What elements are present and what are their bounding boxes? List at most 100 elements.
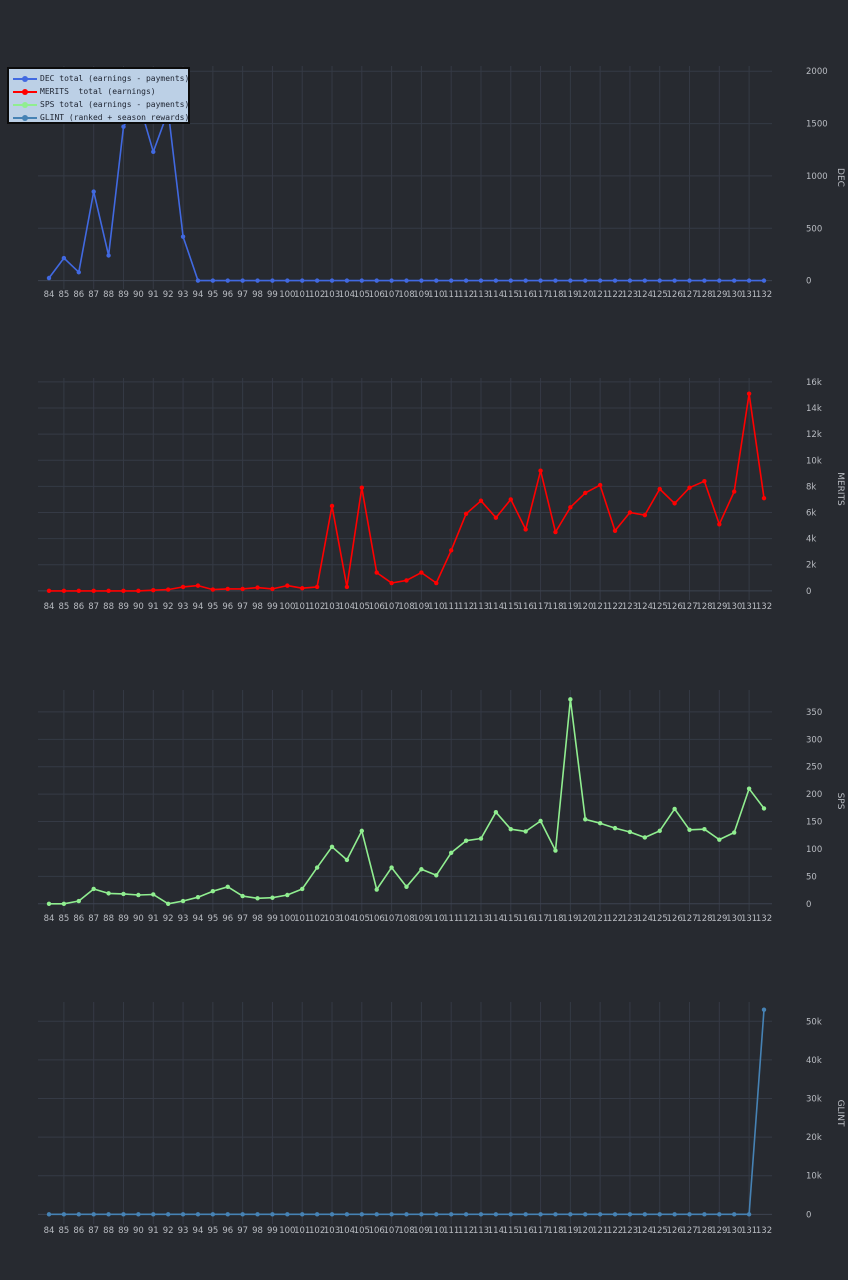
data-point — [448, 548, 454, 553]
x-tick-label: 94 — [193, 914, 204, 924]
x-tick-label: 89 — [118, 602, 129, 612]
x-tick-label: 102 — [309, 602, 325, 612]
x-tick-label: 108 — [398, 914, 414, 924]
data-point — [195, 278, 201, 283]
x-tick-label: 128 — [696, 914, 712, 924]
data-point — [761, 278, 767, 283]
x-tick-label: 102 — [309, 914, 325, 924]
data-point — [359, 1212, 365, 1217]
legend-item-glint[interactable]: GLINT (ranked + season rewards) — [13, 111, 189, 124]
data-point — [657, 278, 662, 283]
x-tick-label: 125 — [652, 602, 668, 612]
y-tick-label: 40k — [806, 1056, 822, 1066]
data-point — [255, 278, 260, 283]
data-point — [151, 892, 156, 897]
data-point — [106, 253, 111, 258]
x-tick-label: 132 — [756, 914, 772, 924]
data-point — [746, 391, 752, 396]
data-point — [329, 278, 335, 283]
y-tick-label: 10k — [806, 1172, 822, 1182]
data-point — [627, 510, 633, 515]
x-tick-label: 97 — [237, 1226, 248, 1236]
x-tick-label: 93 — [178, 290, 189, 300]
data-point — [642, 835, 648, 840]
data-point — [448, 1212, 454, 1217]
x-tick-label: 107 — [383, 602, 399, 612]
x-tick-label: 101 — [294, 602, 310, 612]
x-tick-label: 100 — [279, 290, 295, 300]
data-point — [597, 278, 603, 283]
x-tick-label: 113 — [473, 914, 489, 924]
chart-panel-dec: 0 500 1000 1500 2000 DEC 84 85 86 87 88 89 90 91 92 93 9… — [38, 66, 845, 300]
x-tick-label: 89 — [118, 290, 129, 300]
legend-item-merits[interactable]: MERITS total (earnings) — [13, 85, 184, 98]
data-point — [627, 278, 633, 283]
x-tick-label: 87 — [88, 602, 99, 612]
data-point — [225, 884, 230, 889]
data-point — [761, 1007, 767, 1012]
data-point — [657, 828, 662, 834]
data-point — [136, 1212, 141, 1217]
x-tick-label: 104 — [339, 914, 355, 924]
data-point — [448, 850, 454, 855]
legend-label: SPS total (earnings - payments) — [40, 100, 190, 109]
y-tick-label: 0 — [806, 1210, 811, 1220]
data-point — [493, 810, 499, 815]
x-tick-label: 124 — [637, 1226, 653, 1236]
x-tick-label: 114 — [488, 914, 504, 924]
legend-item-dec[interactable]: DEC total (earnings - payments) — [13, 72, 189, 85]
data-point — [300, 1212, 305, 1217]
data-point — [46, 275, 52, 281]
data-point — [717, 1212, 722, 1217]
x-tick-label: 86 — [73, 290, 84, 300]
legend-item-sps[interactable]: SPS total (earnings - payments) — [13, 98, 189, 111]
x-tick-label: 119 — [562, 290, 578, 300]
x-tick-label: 129 — [711, 1226, 727, 1236]
x-tick-label: 92 — [163, 602, 174, 612]
legend: DEC total (earnings - payments) MERITS t… — [7, 67, 190, 124]
data-point — [538, 818, 543, 824]
data-point — [225, 586, 230, 592]
x-tick-label: 91 — [148, 602, 159, 612]
data-point — [448, 278, 454, 283]
data-point — [314, 1212, 320, 1217]
data-point — [642, 512, 648, 518]
y-tick-label: 500 — [806, 224, 822, 234]
x-tick-label: 113 — [473, 1226, 489, 1236]
x-tick-label: 123 — [622, 290, 638, 300]
data-point — [463, 838, 469, 843]
data-point — [404, 1212, 409, 1217]
data-point — [627, 829, 633, 835]
x-tick-label: 128 — [696, 602, 712, 612]
x-tick-label: 117 — [532, 1226, 548, 1236]
data-point — [225, 278, 230, 283]
x-tick-label: 122 — [607, 914, 623, 924]
x-tick-label: 129 — [711, 914, 727, 924]
x-tick-label: 110 — [428, 914, 444, 924]
x-tick-label: 122 — [607, 290, 623, 300]
x-tick-label: 85 — [58, 1226, 69, 1236]
data-point — [225, 1212, 230, 1217]
x-tick-label: 99 — [267, 1226, 278, 1236]
x-tick-label: 110 — [428, 602, 444, 612]
x-tick-label: 109 — [413, 1226, 429, 1236]
data-point — [91, 588, 96, 594]
data-point — [359, 278, 365, 283]
data-point — [195, 583, 201, 588]
data-point — [180, 584, 186, 590]
x-tick-label: 127 — [681, 914, 697, 924]
x-tick-label: 120 — [577, 1226, 593, 1236]
x-tick-label: 100 — [279, 1226, 295, 1236]
x-tick-label: 124 — [637, 914, 653, 924]
data-point — [717, 837, 722, 842]
data-point — [76, 1212, 81, 1217]
legend-swatch-icon — [13, 74, 37, 84]
data-point — [389, 865, 394, 870]
x-tick-label: 96 — [222, 290, 233, 300]
x-tick-label: 111 — [443, 602, 459, 612]
x-tick-label: 130 — [726, 290, 742, 300]
legend-swatch-icon — [13, 113, 37, 123]
x-tick-label: 113 — [473, 290, 489, 300]
y-tick-label: 16k — [806, 378, 822, 388]
